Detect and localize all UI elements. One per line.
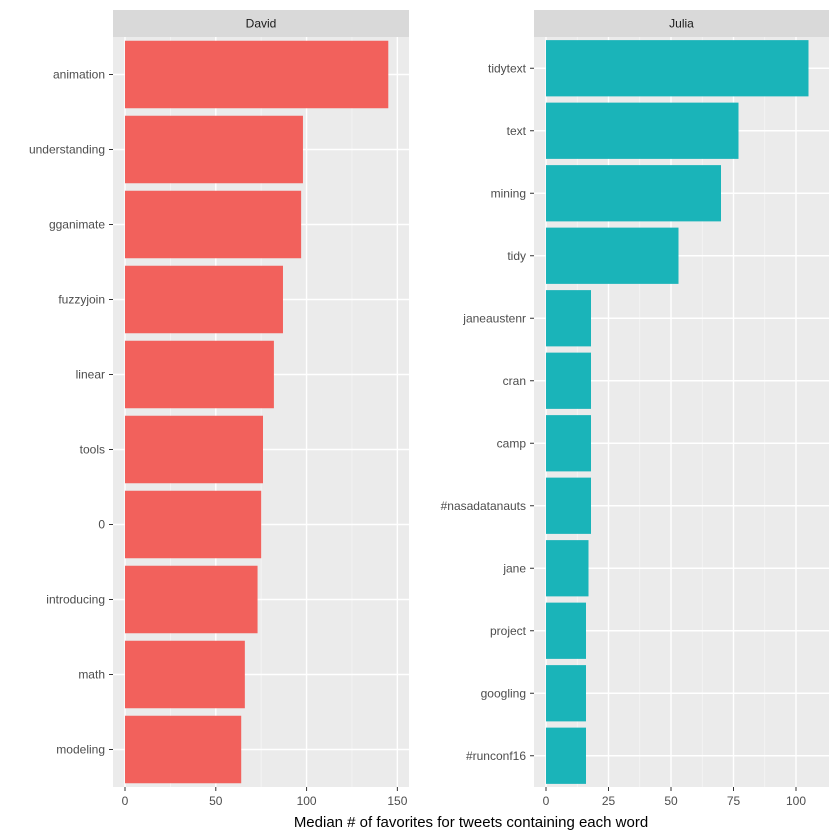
y-tick-label: gganimate [49,218,105,232]
y-tick-label: tidytext [488,61,527,75]
bar [125,640,245,709]
x-tick-label: 50 [209,794,223,808]
y-tick-label: #nasadatanauts [441,499,526,513]
bar [546,227,679,284]
bar [125,490,262,559]
bar [125,340,274,409]
bar [546,602,586,659]
x-tick-label: 25 [602,794,616,808]
facet-strip-label: Julia [669,17,694,31]
panel-julia: Julia 0 25 50 75 100 tidytext text mining tidy jan… [441,10,829,808]
x-tick-label: 0 [543,794,550,808]
facet-strip-label: David [246,17,277,31]
bar [546,165,721,222]
bar [125,265,283,334]
bar [125,565,258,634]
bar [546,665,586,722]
bar [125,715,242,784]
y-tick-label: tidy [507,249,526,263]
y-tick-label: jane [502,561,526,575]
x-tick-label: 0 [122,794,129,808]
y-tick-label: introducing [46,593,105,607]
facet-strip [534,10,829,37]
panel-david: David 0 50 100 150 animation understanding ggan… [29,10,409,808]
y-tick-label: project [490,624,527,638]
y-tick-label: camp [497,436,527,450]
y-tick-label: #runconf16 [466,749,526,763]
y-tick-label: mining [491,186,526,200]
x-axis-title: Median # of favorites for tweets contain… [294,814,648,831]
x-tick-label: 100 [297,794,317,808]
y-tick-label: googling [481,686,526,700]
y-tick-label: understanding [29,143,105,157]
panel-background [534,37,829,787]
bar [546,727,586,784]
y-tick-label: text [507,124,527,138]
bar [125,40,389,109]
bar [125,190,302,259]
y-tick-label: modeling [56,743,105,757]
bar [546,102,739,159]
y-tick-label: cran [503,374,526,388]
y-tick-label: linear [76,368,105,382]
bar [546,290,591,347]
y-tick-label: janeaustenr [462,311,526,325]
bar [546,352,591,409]
y-tick-label: fuzzyjoin [58,293,105,307]
bar [546,477,591,534]
y-tick-label: math [78,668,105,682]
bar [546,40,809,97]
y-tick-label: 0 [98,518,105,532]
y-tick-label: tools [80,443,105,457]
x-tick-label: 150 [387,794,407,808]
x-tick-label: 75 [727,794,741,808]
y-tick-label: animation [53,68,105,82]
bar [546,540,589,597]
bar [125,415,263,484]
facet-strip [113,10,409,37]
x-tick-label: 50 [664,794,678,808]
bar [125,115,303,184]
x-tick-label: 100 [786,794,806,808]
bar [546,415,591,472]
